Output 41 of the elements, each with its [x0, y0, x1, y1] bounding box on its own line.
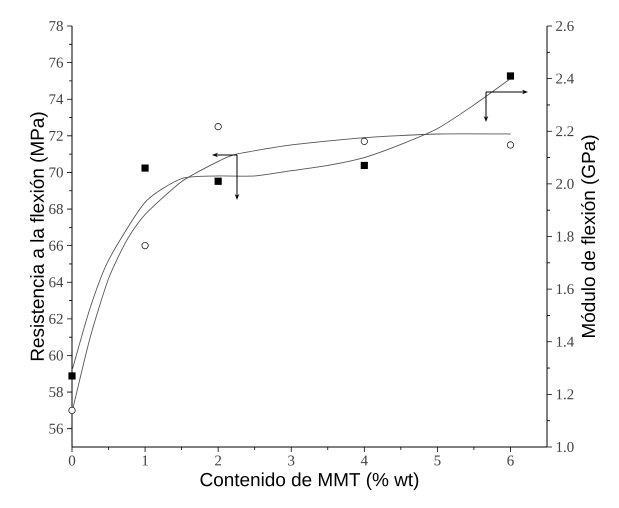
x-tick-label: 1 — [142, 456, 148, 466]
y-tick-label: 74 — [50, 94, 64, 104]
y2-tick-label: 1.8 — [556, 231, 574, 242]
point — [68, 372, 76, 380]
y-tick-label: 70 — [50, 167, 63, 178]
x-tick-label: 0 — [68, 456, 76, 466]
y2-tick-label: 1.6 — [556, 284, 574, 294]
point — [360, 138, 368, 145]
y2-tick-label: 2.6 — [556, 20, 574, 32]
point — [506, 72, 514, 80]
x-tick-label: 2 — [215, 456, 222, 466]
y-tick-label: 76 — [50, 58, 64, 68]
point — [214, 123, 222, 130]
y2-tick-label: 1.4 — [556, 336, 574, 347]
y-axis-title: Resistencia a la flexión (MPa) — [30, 112, 48, 360]
x-tick-label: 4 — [360, 456, 368, 466]
x-axis-title: Contenido de MMT (% wt) — [200, 472, 418, 490]
y-tick-label: 72 — [50, 130, 63, 141]
y-tick-label: 68 — [49, 204, 63, 214]
y2-tick-label: 1.0 — [556, 442, 574, 452]
y-tick-label: 78 — [50, 20, 63, 32]
y2-tick-label: 1.2 — [556, 389, 574, 400]
point — [141, 164, 149, 172]
y2-tick-label: 2.0 — [556, 178, 574, 189]
y-tick-label: 58 — [49, 387, 63, 398]
y-tick-label: 56 — [49, 424, 64, 434]
y-tick-label: 62 — [49, 314, 63, 324]
x-tick-label: 6 — [507, 456, 514, 466]
point — [360, 162, 368, 170]
point — [68, 406, 76, 414]
y-tick-label: 64 — [49, 277, 64, 288]
y-tick-label: 60 — [49, 350, 63, 361]
point — [142, 242, 149, 250]
y2-tick-label: 2.4 — [556, 74, 574, 84]
point — [214, 178, 222, 185]
x-tick-label: 5 — [434, 456, 441, 466]
point — [506, 141, 514, 149]
y2-tick-label: 2.2 — [556, 126, 574, 136]
y-tick-label: 66 — [49, 240, 64, 251]
y2-axis-title: Módulo de flexión (GPa) — [581, 136, 599, 338]
x-tick-label: 3 — [288, 456, 294, 466]
